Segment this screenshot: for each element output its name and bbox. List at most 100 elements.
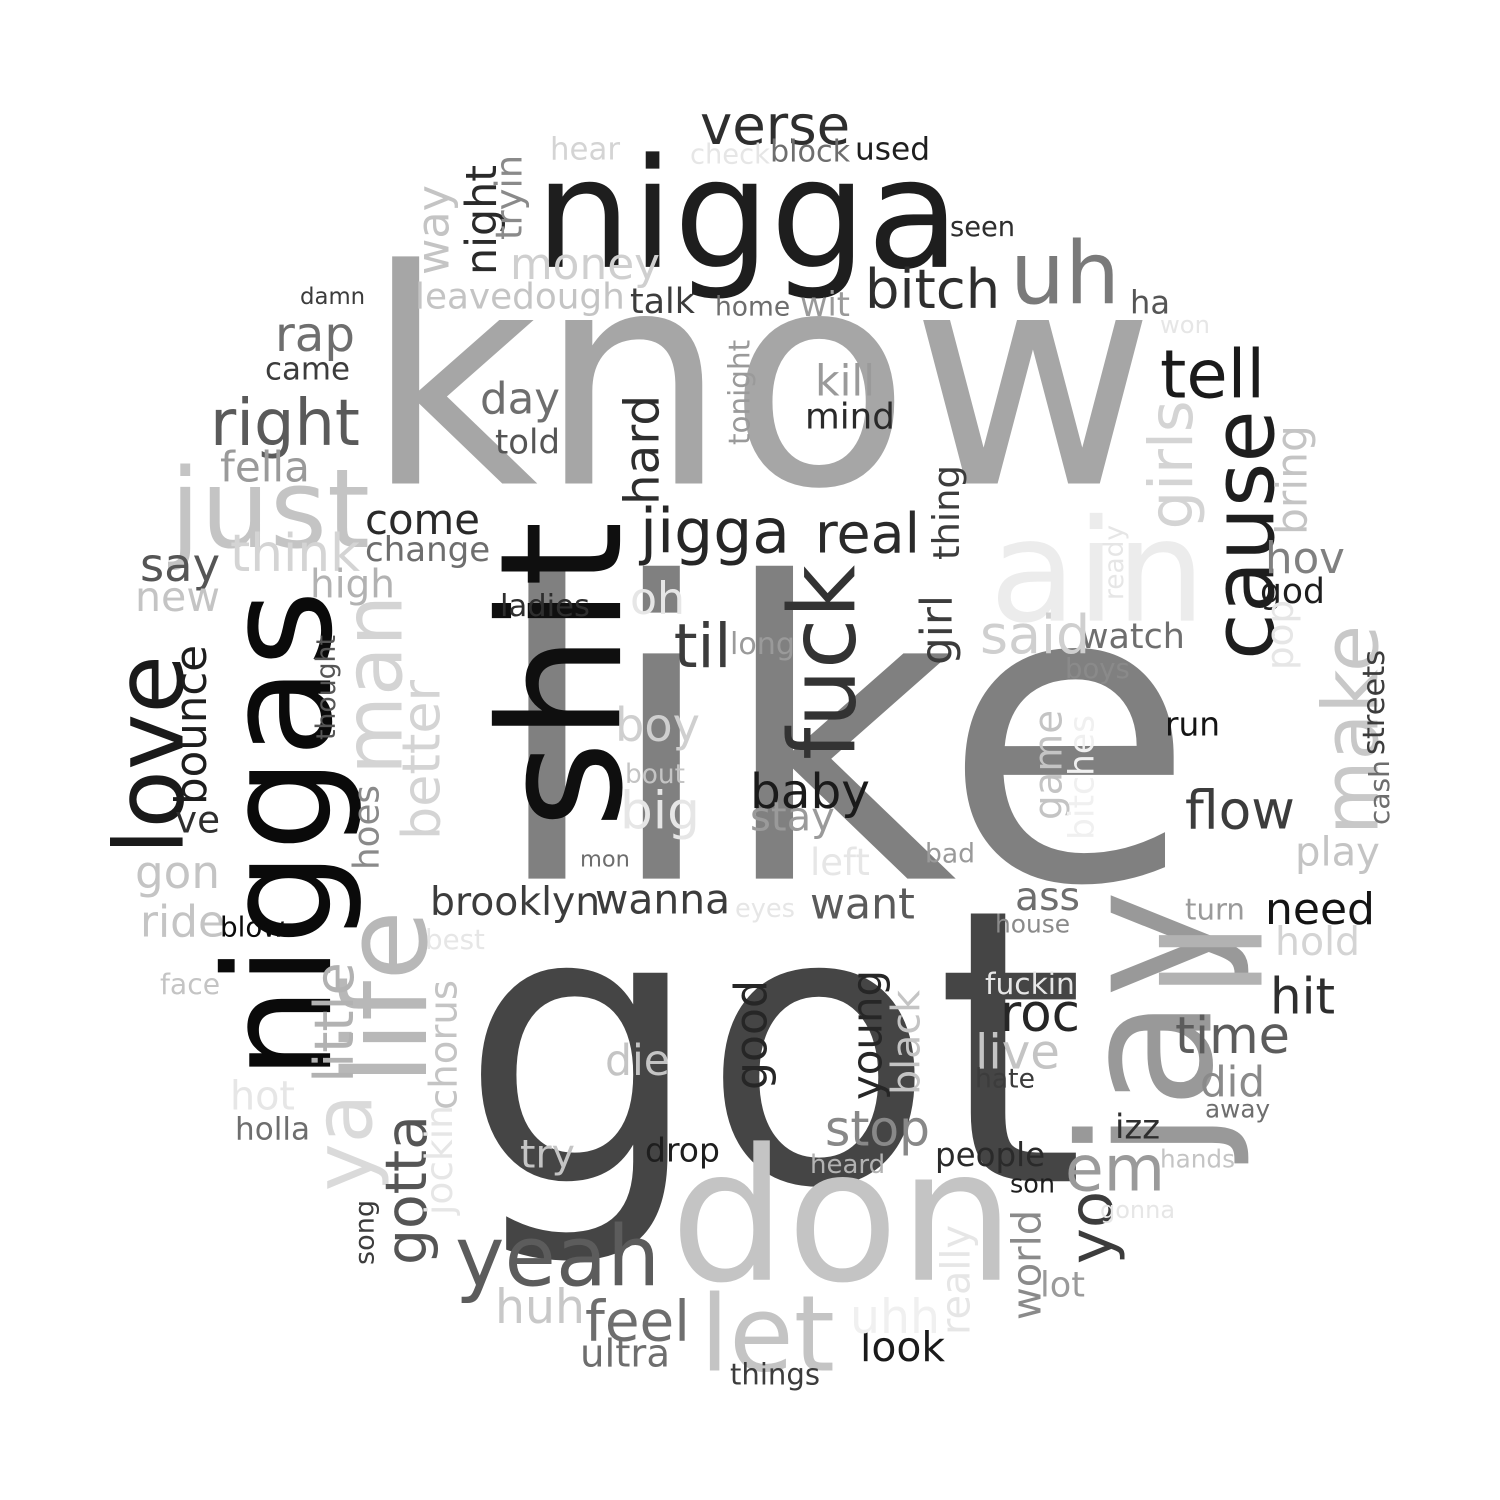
word-die: die	[605, 1037, 670, 1087]
word-rap: rap	[275, 306, 355, 363]
word-tonight: tonight	[722, 339, 757, 445]
word-bout: bout	[625, 758, 685, 790]
word-stay: stay	[750, 794, 835, 841]
word-god: god	[1260, 572, 1325, 613]
word-boys: boys	[1065, 653, 1130, 686]
word-said: said	[980, 603, 1091, 667]
word-hot: hot	[230, 1073, 295, 1120]
word-young: young	[842, 969, 892, 1100]
word-real: real	[815, 502, 920, 567]
word-want: want	[810, 879, 915, 930]
word-stop: stop	[825, 1101, 930, 1158]
word-way: way	[408, 185, 460, 275]
word-things: things	[730, 1357, 820, 1392]
word-like: like	[489, 497, 1196, 977]
word-song: song	[349, 1199, 381, 1265]
word-baby: baby	[750, 764, 870, 821]
word-oh: oh	[630, 573, 686, 625]
word-hard: hard	[614, 394, 671, 505]
word-just: just	[170, 445, 370, 574]
word-need: need	[1265, 884, 1375, 935]
word-boy: boy	[615, 697, 700, 752]
word-yeah: yeah	[455, 1207, 661, 1306]
word-fuck: fuck	[768, 565, 877, 760]
word-little: little	[303, 962, 366, 1083]
word-time: time	[1175, 1007, 1290, 1066]
word-pop: pop	[1257, 600, 1302, 670]
word-bad: bad	[925, 838, 976, 870]
word-big: big	[620, 781, 700, 842]
word-nigga: nigga	[535, 125, 960, 303]
word-ready: ready	[1098, 524, 1130, 600]
word-black: black	[883, 989, 930, 1095]
word-huh: huh	[495, 1279, 585, 1335]
word-try: try	[520, 1131, 575, 1178]
word-girls: girls	[1137, 400, 1208, 530]
word-mon: mon	[580, 846, 630, 873]
word-streets: streets	[1356, 649, 1392, 755]
word-watch: watch	[1080, 617, 1185, 657]
word-blow: blow	[220, 910, 286, 944]
word-lot: lot	[1040, 1264, 1085, 1306]
word-wanna: wanna	[595, 875, 731, 924]
word-bitch: bitch	[865, 257, 1001, 321]
word-til: til	[673, 612, 732, 683]
word-let: let	[700, 1273, 835, 1396]
word-verse: verse	[700, 92, 851, 157]
word-did: did	[1200, 1057, 1265, 1107]
word-got: got	[460, 827, 1085, 1272]
word-girl: girl	[911, 595, 963, 665]
word-izz: izz	[1115, 1107, 1160, 1147]
word-jigga: jigga	[640, 495, 790, 568]
word-seen: seen	[950, 211, 1016, 243]
word-ve: ve	[175, 797, 221, 842]
word-fella: fella	[220, 442, 310, 492]
word-better: better	[391, 679, 453, 840]
word-talk: talk	[630, 282, 695, 322]
word-change: change	[365, 530, 491, 570]
word-home: home	[715, 291, 791, 323]
word-ha: ha	[1130, 283, 1170, 322]
word-gonna: gonna	[1100, 1196, 1176, 1224]
word-hoes: hoes	[346, 784, 388, 870]
word-wit: wit	[800, 285, 850, 325]
word-right: right	[210, 387, 360, 462]
word-ass: ass	[1015, 874, 1081, 920]
word-hate: hate	[975, 1063, 1035, 1095]
word-long: long	[730, 626, 795, 662]
word-uhh: uhh	[850, 1289, 940, 1345]
word-play: play	[1295, 829, 1380, 876]
word-day: day	[480, 374, 561, 425]
word-ladies: ladies	[500, 589, 590, 625]
word-came: came	[265, 351, 351, 388]
word-holla: holla	[235, 1111, 311, 1148]
word-new: new	[135, 572, 220, 621]
word-used: used	[855, 131, 930, 168]
word-live: live	[975, 1024, 1060, 1081]
word-told: told	[495, 422, 560, 462]
word-bring: bring	[1267, 425, 1317, 535]
word-hov: hov	[1265, 534, 1345, 585]
word-really: really	[933, 1224, 980, 1335]
word-cash: cash	[1363, 760, 1396, 825]
word-hold: hold	[1275, 918, 1361, 965]
word-jockin: jockin	[417, 1105, 462, 1215]
word-turn: turn	[1185, 892, 1245, 927]
word-bitches: bitches	[1062, 714, 1103, 840]
word-high: high	[310, 562, 396, 608]
word-ll: ll	[1136, 922, 1294, 998]
word-eyes: eyes	[735, 894, 795, 925]
word-come: come	[365, 495, 480, 545]
word-thought: thought	[311, 635, 343, 740]
word-money: money	[510, 239, 661, 291]
word-damn: damn	[300, 284, 366, 311]
word-kill: kill	[815, 357, 876, 407]
word-ultra: ultra	[580, 1331, 671, 1377]
word-ain: ain	[989, 489, 1206, 655]
word-good: good	[726, 980, 778, 1090]
word-know: know	[365, 205, 1156, 555]
word-fuckin: fuckin	[985, 967, 1075, 1003]
word-bounce: bounce	[166, 644, 217, 805]
word-drop: drop	[645, 1130, 720, 1170]
word-left: left	[810, 841, 870, 884]
